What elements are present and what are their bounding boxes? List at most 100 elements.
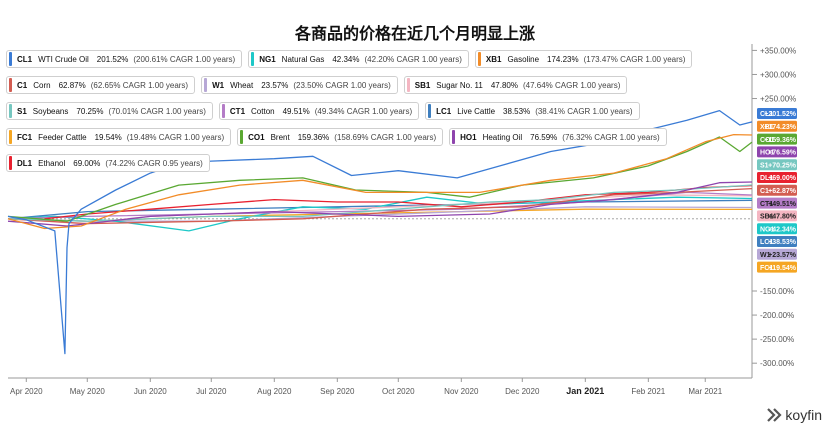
badge-cl1: CL1+201.52% xyxy=(757,108,797,119)
legend-swatch xyxy=(240,130,244,144)
legend-item-ng1[interactable]: NG1 Natural Gas 42.34% (42.20% CAGR 1.00 ye… xyxy=(248,50,469,68)
legend-cagr: (200.61% CAGR 1.00 years) xyxy=(133,54,236,64)
badge-ticker: CT1 xyxy=(760,201,773,208)
x-tick-label-3: Jul 2020 xyxy=(196,387,227,396)
legend-swatch xyxy=(406,78,410,92)
legend-item-lc1[interactable]: LC1 Live Cattle 38.53% (38.41% CAGR 1.00 ye… xyxy=(425,102,640,120)
badge-bg xyxy=(757,197,797,209)
badge-fc1: FC1+19.54% xyxy=(757,261,797,273)
legend-percent: 76.59% xyxy=(530,132,558,142)
legend-item-ct1[interactable]: CT1 Cotton 49.51% (49.34% CAGR 1.00 years) xyxy=(218,102,420,120)
y-tick-label-6: -300.00% xyxy=(760,359,794,368)
badge-xb1: XB1+174.23% xyxy=(757,120,797,132)
series-line-s1 xyxy=(7,184,753,222)
x-tick-label-10: Feb 2021 xyxy=(631,387,665,396)
x-tick-label-8: Dec 2020 xyxy=(505,387,540,396)
x-tick-label-4: Aug 2020 xyxy=(257,387,292,396)
badge-bg xyxy=(757,261,797,273)
legend-swatch xyxy=(9,130,12,144)
legend-swatch xyxy=(477,52,481,66)
badge-ticker: LC1 xyxy=(760,239,773,246)
chart-title: 各商品的价格在近几个月明显上涨 xyxy=(294,24,535,43)
series-line-ho1 xyxy=(7,181,753,227)
legend-cagr: (70.01% CAGR 1.00 years) xyxy=(108,106,206,116)
legend-percent: 47.80% xyxy=(490,80,518,90)
legend-row: FC1 Feeder Cattle 19.54% (19.48% CAGR 1.00 … xyxy=(6,128,746,148)
legend-swatch xyxy=(452,130,456,144)
badge-bg xyxy=(757,248,797,260)
badge-bg xyxy=(757,223,797,235)
badge-bg xyxy=(757,236,797,247)
legend-name: Corn xyxy=(33,80,51,90)
series-line-co1 xyxy=(7,136,753,222)
series-line-xb1 xyxy=(7,133,753,230)
legend-name: Heating Oil xyxy=(482,132,523,142)
legend-name: Brent xyxy=(270,132,290,142)
legend-swatch xyxy=(9,156,12,170)
legend-cagr: (62.65% CAGR 1.00 years) xyxy=(90,80,189,90)
legend-ticker: CT1 xyxy=(229,106,246,116)
legend-swatch xyxy=(9,78,12,92)
legend-item-xb1[interactable]: XB1 Gasoline 174.23% (173.47% CAGR 1.00 yea… xyxy=(474,50,693,68)
legend-ticker: W1 xyxy=(212,80,225,90)
x-tick-label-9: Jan 2021 xyxy=(566,386,604,396)
legend-name: Sugar No. 11 xyxy=(436,80,483,90)
badge-value: +201.52% xyxy=(764,111,796,118)
legend-ticker: CO1 xyxy=(248,132,265,142)
badge-ticker: CO1 xyxy=(760,137,775,144)
y-tick-label-2: +250.00% xyxy=(760,95,796,104)
legend-percent: 69.00% xyxy=(73,158,101,168)
badge-value: +76.59% xyxy=(768,150,797,157)
legend-cagr: (42.20% CAGR 1.00 years) xyxy=(364,54,462,64)
legend-name: Live Cattle xyxy=(457,106,496,116)
legend-percent: 201.52% xyxy=(96,54,129,64)
legend-row: CL1 WTI Crude Oil 201.52% (200.61% CAGR 1.0… xyxy=(6,50,746,70)
badge-ticker: FC1 xyxy=(760,265,773,272)
legend-item-c1[interactable]: C1 Corn 62.87% (62.65% CAGR 1.00 years) xyxy=(6,76,196,94)
badge-ticker: NG1 xyxy=(760,226,775,233)
legend-item-cl1[interactable]: CL1 WTI Crude Oil 201.52% (200.61% CAGR 1.0… xyxy=(6,50,243,68)
legend-item-w1[interactable]: W1 Wheat 23.57% (23.50% CAGR 1.00 years) xyxy=(201,76,398,94)
badge-bg xyxy=(757,146,797,158)
legend-swatch xyxy=(204,78,208,92)
badge-ticker: HO1 xyxy=(760,150,775,157)
legend-ticker: XB1 xyxy=(485,54,502,64)
badge-ticker: XB1 xyxy=(760,124,774,131)
x-tick-label-0: Apr 2020 xyxy=(10,387,43,396)
legend-item-sb1[interactable]: SB1 Sugar No. 11 47.80% (47.64% CAGR 1.00 y… xyxy=(403,76,628,94)
y-tick-label-0: +350.00% xyxy=(760,46,796,55)
legend-item-ho1[interactable]: HO1 Heating Oil 76.59% (76.32% CAGR 1.00 ye… xyxy=(449,128,667,146)
x-tick-label-1: May 2020 xyxy=(70,387,106,396)
legend-cagr: (158.69% CAGR 1.00 years) xyxy=(334,132,437,142)
legend-row: S1 Soybeans 70.25% (70.01% CAGR 1.00 years)… xyxy=(6,102,746,122)
legend-row: C1 Corn 62.87% (62.65% CAGR 1.00 years) W1 Wh… xyxy=(6,76,746,96)
legend-item-dl1[interactable]: DL1 Ethanol 69.00% (74.22% CAGR 0.95 years) xyxy=(6,154,210,172)
legend-cagr: (76.32% CAGR 1.00 years) xyxy=(562,132,660,142)
badge-value: +69.00% xyxy=(768,175,797,182)
x-tick-label-5: Sep 2020 xyxy=(320,387,355,396)
badge-lc1: LC1+38.53% xyxy=(757,236,797,247)
legend-item-co1[interactable]: CO1 Brent 159.36% (158.69% CAGR 1.00 years) xyxy=(237,128,444,146)
badge-ticker: C1 xyxy=(760,188,769,195)
legend-item-s1[interactable]: S1 Soybeans 70.25% (70.01% CAGR 1.00 years) xyxy=(6,102,213,120)
badge-dl1: DL1+69.00% xyxy=(757,172,797,183)
badge-ticker: S1 xyxy=(760,162,769,169)
y-tick-label-4: -200.00% xyxy=(760,311,794,320)
brand-name: koyfin xyxy=(785,407,822,423)
legend-name: Feeder Cattle xyxy=(38,132,87,142)
legend-percent: 174.23% xyxy=(547,54,579,64)
legend-percent: 159.36% xyxy=(297,132,330,142)
badge-value: +174.23% xyxy=(764,124,796,131)
badge-value: +62.87% xyxy=(768,188,797,195)
legend-ticker: S1 xyxy=(17,106,27,116)
legend-name: Soybeans xyxy=(32,106,69,116)
legend-percent: 70.25% xyxy=(76,106,104,116)
badge-bg xyxy=(757,120,797,132)
badge-value: +70.25% xyxy=(768,162,797,169)
badge-value: +159.36% xyxy=(764,137,796,144)
legend-item-fc1[interactable]: FC1 Feeder Cattle 19.54% (19.48% CAGR 1.00 … xyxy=(6,128,232,146)
badge-ct1: CT1+49.51% xyxy=(757,197,797,209)
legend-name: Wheat xyxy=(230,80,254,90)
legend-cagr: (74.22% CAGR 0.95 years) xyxy=(105,158,203,168)
badge-bg xyxy=(757,133,797,145)
